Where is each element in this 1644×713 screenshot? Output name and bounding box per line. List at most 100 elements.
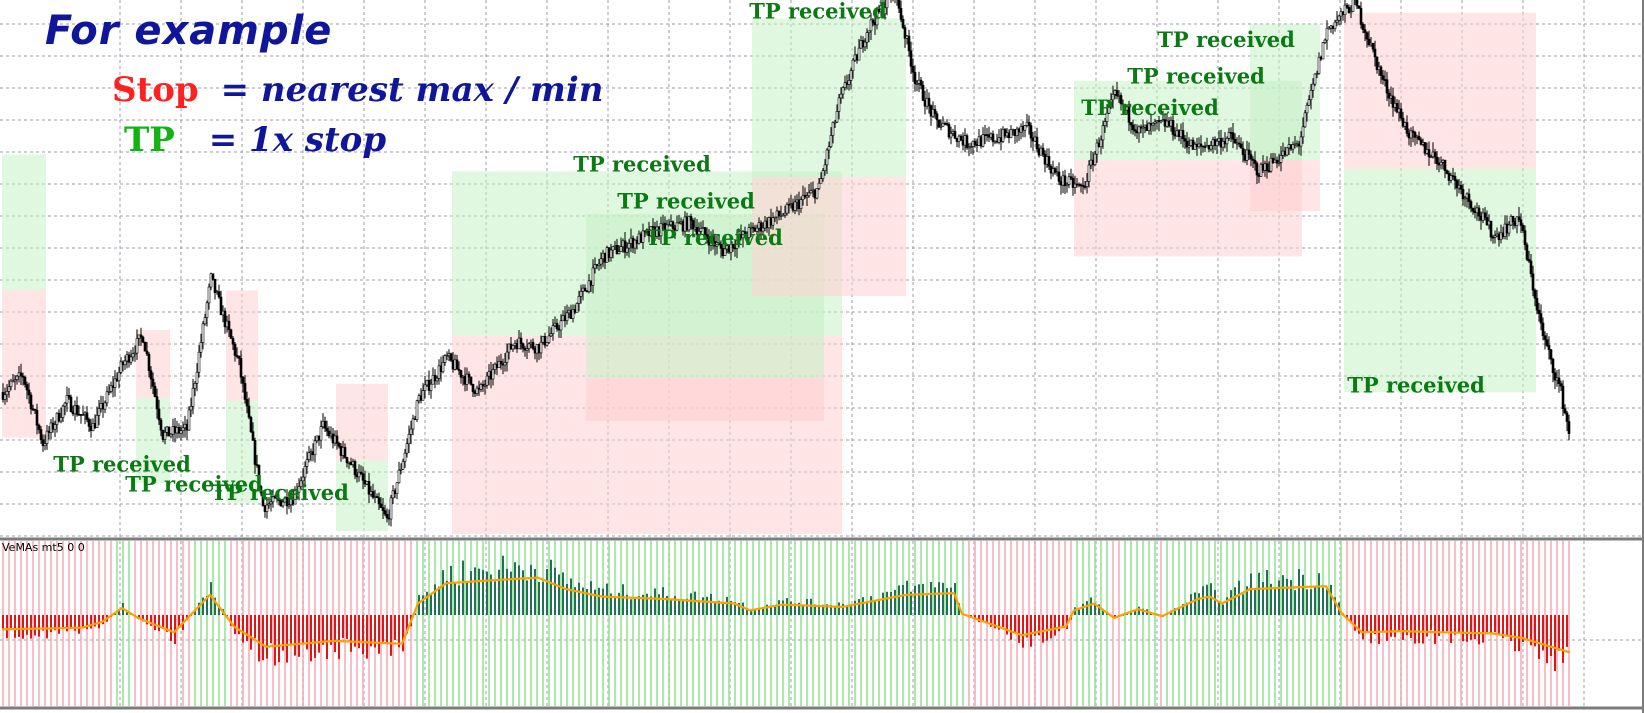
histogram-bar bbox=[1186, 602, 1188, 615]
candle-body bbox=[27, 389, 31, 396]
candle-body bbox=[1365, 32, 1369, 40]
histogram-bar bbox=[1270, 583, 1272, 615]
histogram-bar bbox=[322, 615, 324, 645]
histogram-bar bbox=[638, 596, 640, 615]
indicator-stripe bbox=[344, 541, 346, 706]
tp-received-label: TP received bbox=[125, 472, 263, 497]
histogram-bar bbox=[242, 615, 244, 643]
candle-body bbox=[1453, 176, 1457, 181]
histogram-bar bbox=[146, 615, 148, 625]
candle-body bbox=[623, 240, 627, 253]
candle-body bbox=[1295, 143, 1299, 146]
indicator-stripe bbox=[776, 541, 778, 706]
histogram-bar bbox=[774, 606, 776, 615]
histogram-bar bbox=[346, 615, 348, 639]
candle-body bbox=[839, 93, 843, 99]
candle-body bbox=[401, 461, 405, 470]
candle-body bbox=[1173, 134, 1177, 137]
indicator-stripe bbox=[698, 541, 700, 706]
indicator-stripe bbox=[1076, 541, 1078, 706]
indicator-stripe bbox=[1196, 541, 1198, 706]
candle-body bbox=[1305, 104, 1309, 114]
indicator-stripe bbox=[1304, 541, 1306, 706]
tp-received-label: TP received bbox=[53, 452, 191, 477]
candle-body bbox=[1329, 25, 1333, 29]
candle-body bbox=[625, 247, 629, 253]
indicator-stripe bbox=[1400, 541, 1402, 706]
candle-body bbox=[1439, 161, 1443, 166]
indicator-stripe bbox=[1568, 541, 1570, 706]
histogram-bar bbox=[42, 615, 44, 631]
stop-zone bbox=[586, 378, 824, 421]
candle-body bbox=[619, 246, 623, 252]
candle-body bbox=[343, 447, 347, 458]
candle-body bbox=[421, 390, 425, 401]
histogram-bar bbox=[894, 589, 896, 615]
candle-body bbox=[1049, 166, 1053, 174]
histogram-bar bbox=[362, 615, 364, 655]
candle-body bbox=[1083, 186, 1087, 188]
histogram-bar bbox=[1522, 615, 1524, 643]
candle-body bbox=[1233, 139, 1237, 144]
candle-body bbox=[1441, 159, 1445, 163]
candle-body bbox=[77, 414, 81, 416]
candle-body bbox=[249, 416, 253, 433]
candle-body bbox=[1241, 147, 1245, 156]
indicator-stripe bbox=[1346, 541, 1348, 706]
indicator-signal-line bbox=[1, 576, 1571, 654]
candle-body bbox=[1317, 56, 1321, 74]
candle-body bbox=[179, 430, 183, 434]
candle-body bbox=[1509, 216, 1513, 226]
indicator-stripe bbox=[710, 541, 712, 706]
candle-body bbox=[1267, 170, 1271, 172]
candle-body bbox=[409, 428, 413, 435]
candle-body bbox=[1045, 156, 1049, 165]
histogram-bar bbox=[1014, 615, 1016, 634]
candle-body bbox=[1183, 138, 1187, 142]
histogram-bar bbox=[630, 599, 632, 615]
histogram-bar bbox=[1282, 575, 1284, 615]
histogram-bar bbox=[790, 601, 792, 615]
candle-body bbox=[1093, 153, 1097, 166]
candle-body bbox=[1565, 412, 1569, 422]
candle-body bbox=[901, 19, 905, 28]
candle-body bbox=[1407, 133, 1411, 139]
candle-body bbox=[1543, 335, 1547, 341]
candle-body bbox=[117, 372, 121, 382]
candle-body bbox=[1335, 20, 1339, 23]
candle-body bbox=[1529, 260, 1533, 274]
indicator-stripe bbox=[1016, 541, 1018, 706]
histogram-bar bbox=[1022, 615, 1024, 648]
indicator-stripe bbox=[308, 541, 310, 706]
indicator-stripe bbox=[1484, 541, 1486, 706]
candle-body bbox=[9, 380, 13, 387]
histogram-bar bbox=[150, 615, 152, 626]
candle-body bbox=[1471, 207, 1475, 212]
candle-body bbox=[71, 411, 75, 415]
candle-body bbox=[939, 125, 943, 128]
histogram-bar bbox=[602, 588, 604, 615]
candle-body bbox=[381, 507, 385, 511]
candle-body bbox=[1525, 244, 1529, 260]
histogram-bar bbox=[1458, 615, 1460, 634]
candle-body bbox=[659, 223, 663, 237]
candle-body bbox=[375, 496, 379, 499]
candle-body bbox=[103, 402, 107, 410]
histogram-bar bbox=[282, 615, 284, 651]
indicator-stripe bbox=[530, 541, 532, 706]
candle-body bbox=[1159, 120, 1163, 123]
histogram-bar bbox=[942, 582, 944, 615]
histogram-bar bbox=[1202, 586, 1204, 615]
histogram-bar bbox=[462, 560, 464, 615]
histogram-bar bbox=[666, 595, 668, 615]
candle-body bbox=[1387, 92, 1391, 99]
candle-body bbox=[1215, 140, 1219, 146]
candle-body bbox=[39, 429, 43, 440]
candle-body bbox=[441, 362, 445, 373]
indicator-stripe bbox=[1238, 541, 1240, 706]
candle-body bbox=[395, 482, 399, 494]
candle-body bbox=[1217, 137, 1221, 142]
candle-body bbox=[695, 226, 699, 235]
histogram-bar bbox=[682, 600, 684, 615]
histogram-bar bbox=[826, 604, 828, 615]
